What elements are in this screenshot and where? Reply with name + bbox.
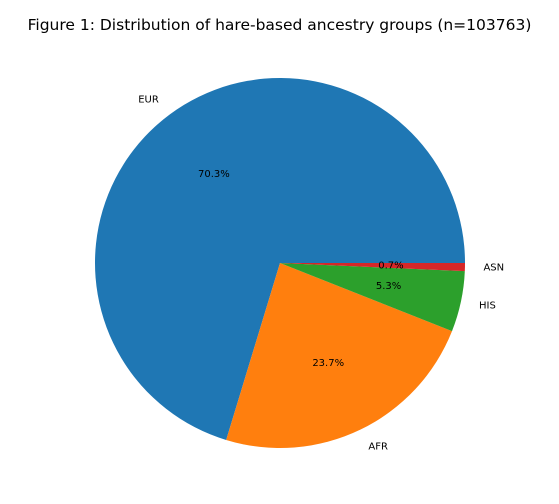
pie-slice-afr <box>226 263 453 448</box>
slice-percent-his: 5.3% <box>376 281 401 292</box>
pie-slice-asn <box>280 263 465 272</box>
chart-title: Figure 1: Distribution of hare-based anc… <box>27 16 532 34</box>
pie-slice-eur <box>95 77 466 440</box>
slice-label-afr: AFR <box>368 441 388 452</box>
slice-percent-eur: 70.3% <box>198 169 230 180</box>
slice-percent-asn: 0.7% <box>378 260 403 271</box>
slice-label-his: HIS <box>479 301 496 312</box>
pie-slice-his <box>280 263 465 332</box>
slice-percent-afr: 23.7% <box>312 358 344 369</box>
slice-label-asn: ASN <box>483 262 504 273</box>
pie-labels: EUR 70.3% AFR 23.7% HIS 5.3% ASN 0.7% <box>138 95 504 453</box>
pie-slices <box>95 77 466 448</box>
slice-label-eur: EUR <box>138 95 159 106</box>
